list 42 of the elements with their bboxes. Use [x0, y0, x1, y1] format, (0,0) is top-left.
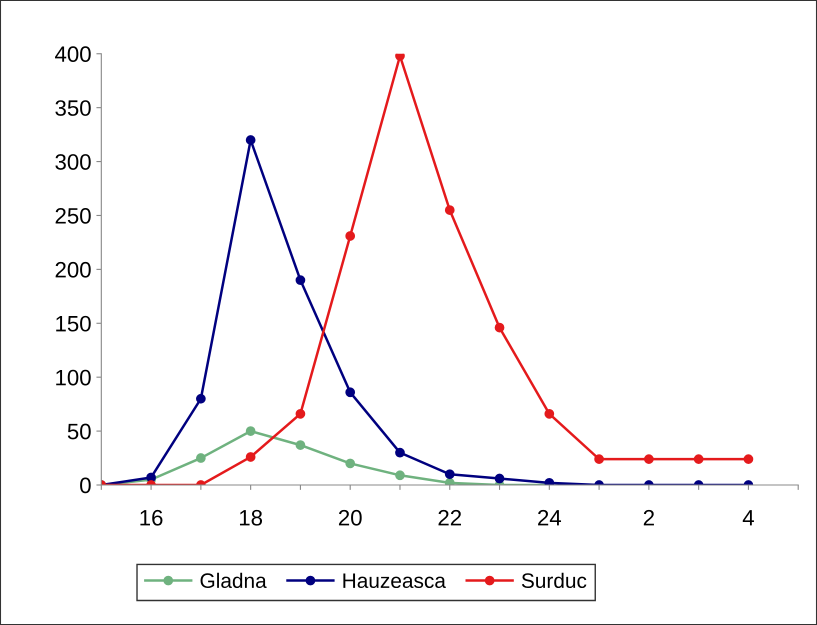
- point: [444, 205, 455, 215]
- point: [594, 454, 604, 464]
- point: [345, 387, 356, 398]
- y-tick-label: 350: [55, 100, 91, 116]
- y-tick-label: 150: [56, 316, 91, 332]
- point: [694, 454, 704, 464]
- x-tick-label: 4: [742, 510, 754, 526]
- point: [196, 394, 206, 404]
- x-tick-label: 18: [240, 510, 262, 526]
- y-tick-label: 200: [56, 262, 91, 278]
- point: [246, 426, 256, 436]
- y-tick-label: 300: [55, 154, 91, 170]
- point: [395, 448, 405, 458]
- x-tick-label: 22: [438, 510, 462, 526]
- point: [296, 408, 306, 419]
- point: [246, 452, 256, 462]
- y-tick-label: 100: [56, 370, 91, 386]
- x-tick-label: 16: [140, 510, 162, 526]
- point: [644, 454, 654, 464]
- point: [196, 453, 206, 463]
- y-tick-label: 250: [56, 208, 91, 224]
- point: [744, 454, 754, 464]
- point: [395, 470, 405, 480]
- legend-label: Gladna: [200, 572, 267, 588]
- x-tick-label: 20: [338, 510, 362, 526]
- point: [345, 458, 356, 468]
- x-tick-label: 2: [644, 510, 654, 526]
- legend-label: Hauzeasca: [343, 574, 446, 588]
- point: [444, 469, 455, 480]
- legend-label: Surduc: [522, 572, 586, 588]
- y-tick-label: 0: [80, 478, 91, 494]
- point: [544, 408, 554, 419]
- point: [395, 54, 405, 61]
- point: [345, 231, 356, 241]
- point: [296, 440, 306, 450]
- y-tick-label: 400: [55, 46, 91, 62]
- point: [494, 474, 504, 484]
- point: [494, 322, 504, 332]
- y-tick-label: 50: [68, 424, 91, 440]
- x-tick-label: 24: [538, 510, 562, 526]
- point: [296, 275, 306, 286]
- point: [246, 135, 256, 145]
